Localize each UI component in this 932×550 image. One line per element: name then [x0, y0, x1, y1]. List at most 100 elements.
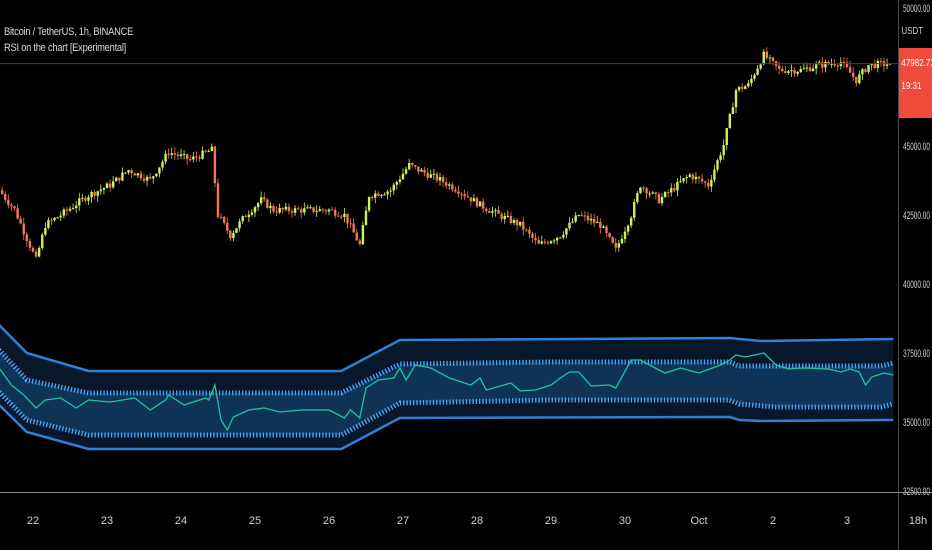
candle-body: [343, 213, 346, 217]
candle-body: [99, 189, 103, 192]
candle-body: [108, 183, 112, 188]
indicator-legend[interactable]: RSI on the chart [Experimental]: [4, 42, 127, 54]
candle-body: [284, 206, 288, 210]
candle-body: [565, 228, 568, 235]
candle-body: [266, 199, 269, 209]
candle-body: [124, 172, 127, 174]
candle-body: [608, 232, 611, 237]
candle-body: [525, 229, 528, 231]
candle-body: [127, 170, 130, 173]
candle-body: [454, 189, 457, 192]
candle-body: [750, 78, 753, 84]
time-tick-label: 22: [27, 515, 39, 527]
price-tick-label: 45000.00: [903, 141, 930, 153]
symbol-legend[interactable]: Bitcoin / TetherUS, 1h, BINANCE: [4, 26, 134, 38]
candle-body: [710, 179, 713, 187]
candle-body: [885, 64, 889, 66]
candle-body: [78, 198, 81, 206]
candle-body: [475, 198, 479, 207]
candle-body: [327, 209, 331, 212]
candle-body: [784, 71, 787, 73]
candle-body: [96, 191, 99, 196]
candle-body: [41, 234, 44, 248]
candle-body: [821, 62, 824, 68]
last-price-tag: USDT 47982.72 19:31: [899, 26, 932, 118]
candle-body: [53, 217, 56, 221]
candle-body: [386, 191, 389, 195]
candle-body: [306, 207, 309, 209]
candle-body: [361, 225, 365, 245]
candle-body: [47, 220, 50, 228]
candle-body: [192, 156, 195, 160]
candle-body: [244, 216, 247, 218]
currency-label: USDT: [901, 26, 924, 37]
candle-body: [411, 163, 414, 166]
candle-body: [845, 62, 849, 68]
candle-body: [309, 207, 312, 209]
candle-body: [580, 215, 584, 217]
price-tick-label: 50000.00: [903, 3, 930, 15]
candle-body: [503, 215, 506, 220]
candle-body: [65, 209, 69, 211]
candle-body: [867, 65, 870, 72]
candle-body: [549, 241, 553, 244]
candle-body: [25, 234, 29, 242]
candle-body: [540, 241, 543, 244]
band-outer-upper-line: [0, 324, 894, 373]
time-tick-label: 2: [770, 515, 776, 527]
candle-body: [84, 197, 87, 201]
candle-body: [870, 63, 873, 66]
time-tick-label: Oct: [690, 515, 707, 527]
candle-body: [241, 216, 244, 222]
candle-body: [799, 68, 802, 72]
candle-body: [185, 154, 189, 160]
candle-body: [13, 206, 16, 209]
price-tick-label: 40000.00: [903, 279, 930, 291]
time-tick-label: 29: [545, 515, 557, 527]
candle-body: [814, 64, 818, 69]
candle-body: [466, 196, 469, 198]
candle-body: [648, 193, 651, 195]
candle-body: [155, 173, 158, 177]
price-axis[interactable]: 50000.0047500.0045000.0042500.0040000.00…: [903, 3, 930, 498]
candle-body: [451, 184, 454, 190]
candle-body: [577, 215, 580, 217]
candle-body: [639, 187, 642, 194]
candle-body: [130, 170, 133, 174]
candle-body: [259, 197, 263, 204]
candle-body: [303, 208, 306, 213]
candle-body: [164, 153, 167, 162]
candle-body: [654, 192, 658, 195]
candle-body: [620, 238, 624, 244]
candle-body: [93, 191, 96, 196]
candle-body: [31, 247, 35, 252]
candle-body: [204, 150, 207, 152]
candle-body: [472, 198, 476, 202]
candle-body: [115, 177, 118, 182]
candle-body: [802, 68, 806, 70]
candle-body: [321, 209, 325, 211]
candle-body: [534, 237, 537, 240]
candle-body: [793, 70, 796, 74]
candle-body: [404, 169, 408, 174]
candle-body: [340, 216, 343, 218]
candle-body: [756, 68, 759, 75]
candle-body: [71, 208, 75, 210]
time-tick-label: 25: [249, 515, 261, 527]
candle-body: [787, 71, 790, 73]
candle-body: [219, 216, 223, 218]
time-axis[interactable]: 22 23 24 25 26 27 28 29 30 Oct 2 3 18h: [27, 515, 927, 527]
candle-body: [515, 219, 519, 226]
rsi-line: [0, 352, 894, 432]
candle-body: [81, 197, 84, 199]
candle-body: [771, 57, 775, 62]
candle-body: [666, 192, 670, 194]
candle-body: [448, 184, 451, 186]
candle-body: [19, 218, 22, 224]
candle-body: [481, 201, 485, 209]
candle-body: [195, 156, 198, 158]
candle-body: [747, 83, 750, 87]
time-tick-label: 27: [397, 515, 409, 527]
candle-body: [176, 154, 180, 156]
